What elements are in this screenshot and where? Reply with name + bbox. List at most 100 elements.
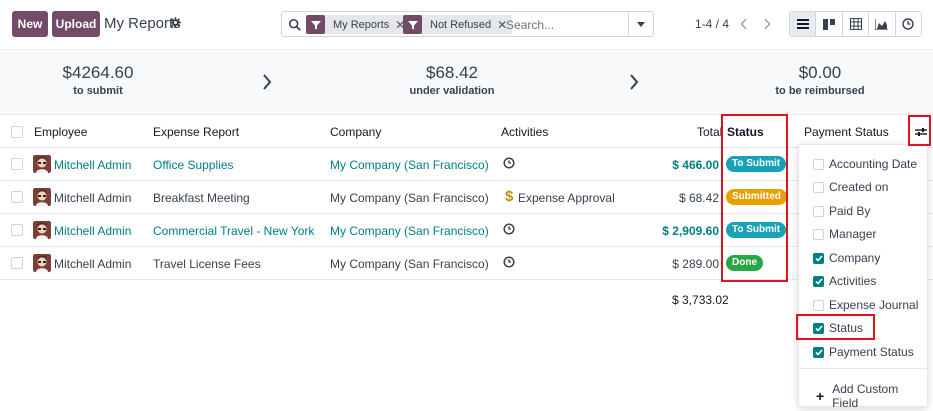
filter-icon <box>403 15 422 34</box>
summary-to-be-reimbursed[interactable]: $0.00 to be reimbursed <box>720 63 920 97</box>
dollar-icon[interactable]: $ <box>505 188 514 205</box>
total-amount: $ 68.42 <box>678 191 719 205</box>
checkbox[interactable] <box>813 299 824 311</box>
search-input[interactable] <box>506 15 624 34</box>
summary-to-submit[interactable]: $4264.60 to submit <box>0 63 198 97</box>
expense-summary: $4264.60 to submit $68.42 under validati… <box>0 51 933 115</box>
activity-view-button[interactable] <box>896 12 921 36</box>
close-icon[interactable]: ✕ <box>395 17 406 32</box>
optional-columns-dropdown: Accounting Date Created on Paid By Manag… <box>798 144 928 410</box>
clock-icon[interactable] <box>503 157 515 169</box>
gear-icon[interactable] <box>170 17 181 28</box>
optional-column-label: Expense Journal <box>829 298 919 312</box>
search-icon[interactable] <box>288 18 302 32</box>
pager-value[interactable]: 1-4 / 4 <box>695 17 730 31</box>
pivot-view-button[interactable] <box>843 12 870 36</box>
table-icon <box>849 18 862 30</box>
pager-next-button[interactable] <box>756 11 778 37</box>
optional-column-manager[interactable]: Manager <box>813 226 876 242</box>
optional-column-label: Activities <box>829 274 877 288</box>
avatar <box>33 155 51 173</box>
optional-column-expense-journal[interactable]: Expense Journal <box>813 297 918 313</box>
company-name: My Company (San Francisco) <box>330 257 489 271</box>
table-row[interactable]: Mitchell Admin Commercial Travel - New Y… <box>0 214 933 247</box>
avatar <box>33 254 51 272</box>
column-header-employee[interactable]: Employee <box>34 125 88 139</box>
optional-column-activities[interactable]: Activities <box>813 273 876 289</box>
summary-amount: $4264.60 <box>62 63 134 82</box>
row-checkbox[interactable] <box>11 158 23 170</box>
optional-column-label: Payment Status <box>829 345 914 359</box>
row-checkbox[interactable] <box>11 224 23 236</box>
employee-name[interactable]: Mitchell Admin <box>54 158 132 172</box>
checkbox-checked[interactable] <box>813 346 824 358</box>
table-row[interactable]: Mitchell Admin Office Supplies My Compan… <box>0 148 933 181</box>
company-name[interactable]: My Company (San Francisco) <box>330 158 489 172</box>
expense-report-name: Breakfast Meeting <box>153 191 250 205</box>
new-button[interactable]: New <box>12 11 48 37</box>
column-header-status[interactable]: Status <box>727 125 764 139</box>
company-name: My Company (San Francisco) <box>330 191 489 205</box>
column-header-total[interactable]: Total <box>697 125 723 139</box>
column-header-payment-status[interactable]: Payment Status <box>804 125 889 139</box>
checkbox-checked[interactable] <box>813 252 824 264</box>
chevron-right-icon <box>263 74 272 90</box>
column-header-activities[interactable]: Activities <box>501 125 549 139</box>
pager-previous-button[interactable] <box>733 11 755 37</box>
checkbox[interactable] <box>813 205 824 217</box>
company-name[interactable]: My Company (San Francisco) <box>330 224 489 238</box>
optional-column-label: Company <box>829 251 881 265</box>
status-badge: Done <box>726 255 763 271</box>
search-options-toggle[interactable] <box>628 12 653 36</box>
optional-column-paid-by[interactable]: Paid By <box>813 203 870 219</box>
employee-name[interactable]: Mitchell Admin <box>54 224 132 238</box>
table-header: Employee Expense Report Company Activiti… <box>0 116 933 148</box>
summary-label: to submit <box>73 85 123 97</box>
optional-column-accounting-date[interactable]: Accounting Date <box>813 156 917 172</box>
row-checkbox[interactable] <box>11 257 23 269</box>
table-row[interactable]: Mitchell Admin Breakfast Meeting My Comp… <box>0 181 933 214</box>
check-icon <box>814 348 823 356</box>
list-icon <box>796 19 809 29</box>
optional-column-label: Status <box>829 321 864 335</box>
checkbox[interactable] <box>813 158 824 170</box>
summary-under-validation[interactable]: $68.42 under validation <box>352 63 552 97</box>
checkbox[interactable] <box>813 228 824 240</box>
select-all-checkbox[interactable] <box>11 126 23 138</box>
optional-column-company[interactable]: Company <box>813 250 880 266</box>
optional-columns-toggle[interactable] <box>911 122 931 142</box>
checkbox-checked[interactable] <box>813 275 824 287</box>
kanban-view-button[interactable] <box>816 12 843 36</box>
clock-icon[interactable] <box>503 223 515 235</box>
page-title: My Reports <box>104 15 181 32</box>
expense-report-name[interactable]: Commercial Travel - New York <box>153 224 315 238</box>
total-amount: $ 289.00 <box>672 257 719 271</box>
summary-label: to be reimbursed <box>775 85 865 97</box>
check-icon <box>814 277 823 285</box>
activity-label[interactable]: Expense Approval <box>518 191 615 205</box>
avatar <box>33 221 51 239</box>
add-custom-field-button[interactable]: + Add Custom Field <box>816 382 927 410</box>
optional-column-created-on[interactable]: Created on <box>813 179 888 195</box>
optional-column-status[interactable]: Status <box>813 320 863 336</box>
expense-report-name[interactable]: Office Supplies <box>153 158 234 172</box>
column-header-company[interactable]: Company <box>330 125 382 139</box>
upload-button[interactable]: Upload <box>52 11 100 37</box>
close-icon[interactable]: ✕ <box>497 17 508 32</box>
filter-icon <box>306 15 325 34</box>
clock-icon[interactable] <box>503 256 515 268</box>
view-switcher <box>789 11 922 37</box>
list-view-button[interactable] <box>790 12 817 36</box>
checkbox[interactable] <box>813 181 824 193</box>
optional-column-payment-status[interactable]: Payment Status <box>813 344 914 360</box>
caret-down-icon <box>637 21 645 27</box>
row-checkbox[interactable] <box>11 191 23 203</box>
table-row[interactable]: Mitchell Admin Travel License Fees My Co… <box>0 247 933 280</box>
column-header-expense-report[interactable]: Expense Report <box>153 125 240 139</box>
optional-column-label: Accounting Date <box>829 157 918 171</box>
checkbox-checked[interactable] <box>813 322 824 334</box>
grand-total: $ 3,733.02 <box>672 293 729 307</box>
chevron-right-icon <box>764 18 771 30</box>
chevron-left-icon <box>740 18 747 30</box>
graph-view-button[interactable] <box>869 12 896 36</box>
